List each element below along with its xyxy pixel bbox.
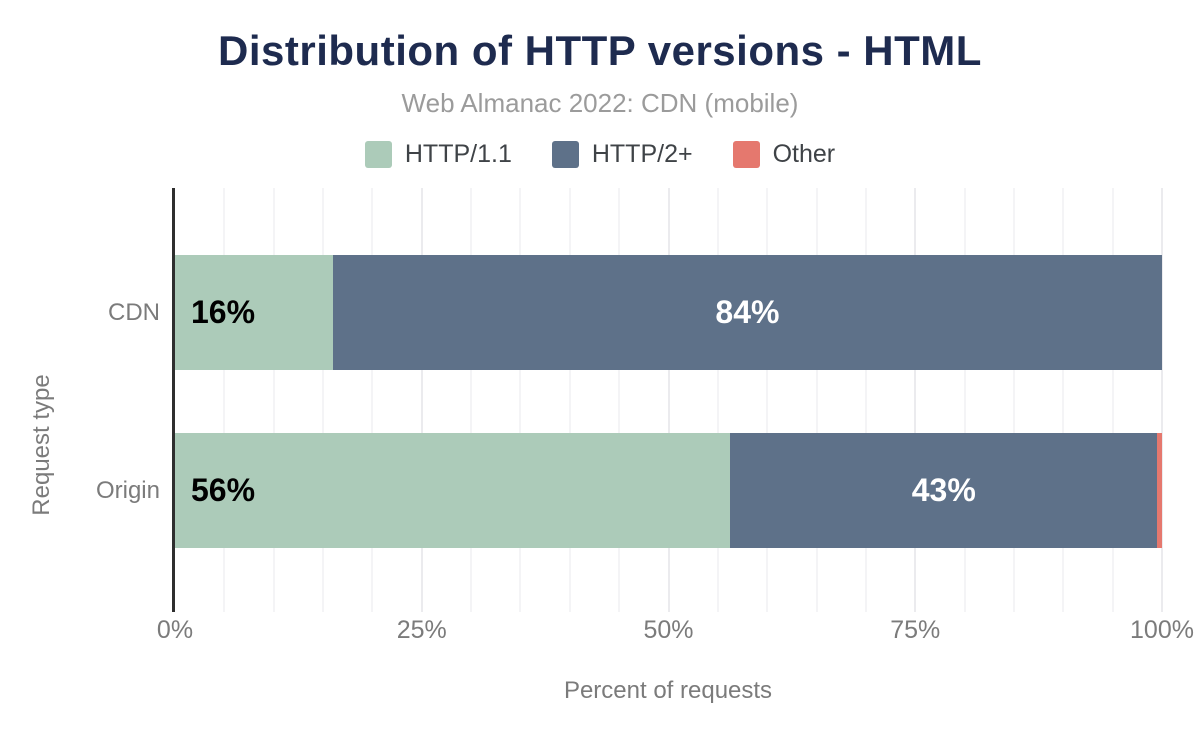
bar-row-origin: 56% 43% — [175, 433, 1162, 548]
gridline-5 — [223, 188, 226, 612]
gridline-90 — [1062, 188, 1065, 612]
legend-label: HTTP/1.1 — [404, 140, 512, 168]
legend: HTTP/1.1 HTTP/2+ Other — [0, 140, 1200, 169]
bar-segment-http-1-1-origin: 56% — [175, 433, 731, 548]
x-tick-label-75: 75% — [890, 616, 941, 644]
bar-segment-other-origin — [1157, 433, 1162, 548]
legend-swatch-other — [732, 141, 760, 168]
bar-segment-http-1-1-cdn: 16% — [175, 255, 333, 370]
legend-item-http-1-1: HTTP/1.1 — [364, 140, 512, 169]
bar-segment-http-2-cdn: 84% — [332, 255, 1162, 370]
category-label-origin: Origin — [95, 476, 160, 504]
gridline-80 — [963, 188, 966, 612]
bar-row-cdn: 16% 84% — [175, 255, 1162, 370]
y-axis-line — [172, 188, 175, 612]
gridline-45 — [618, 188, 621, 612]
gridline-100 — [1161, 188, 1163, 612]
chart-subtitle: Web Almanac 2022: CDN (mobile) — [401, 88, 799, 118]
gridline-75 — [914, 188, 917, 612]
gridline-60 — [766, 188, 769, 612]
gridline-95 — [1111, 188, 1114, 612]
legend-item-http-2: HTTP/2+ — [551, 140, 693, 169]
gridline-40 — [568, 188, 571, 612]
chart-title: Distribution of HTTP versions - HTML — [218, 27, 982, 74]
legend-item-other: Other — [732, 140, 836, 169]
bar-value-label: 16% — [191, 294, 256, 330]
x-tick-label-100: 100% — [1130, 616, 1194, 644]
plot-area: 16% 84% 56% 43% — [175, 185, 1163, 612]
bar-value-label: 43% — [911, 472, 976, 508]
gridline-85 — [1012, 188, 1015, 612]
gridline-10 — [272, 188, 275, 612]
category-axis: CDN Origin — [0, 185, 160, 600]
legend-swatch-http-1-1 — [364, 141, 392, 168]
x-axis-title: Percent of requests — [563, 677, 773, 704]
legend-label: Other — [772, 140, 836, 168]
x-tick-label-0: 0% — [156, 616, 194, 644]
category-label-cdn: CDN — [108, 298, 160, 326]
gridline-65 — [815, 188, 818, 612]
x-axis-ticks: 0% 25% 50% 75% 100% — [157, 616, 1194, 650]
gridline-30 — [470, 188, 473, 612]
x-tick-label-50: 50% — [643, 616, 694, 644]
bar-segment-http-2-origin: 43% — [730, 433, 1158, 548]
gridline-35 — [519, 188, 522, 612]
bar-value-label: 84% — [715, 294, 780, 330]
x-tick-label-25: 25% — [396, 616, 447, 644]
gridline-20 — [371, 188, 374, 612]
gridline-25 — [420, 188, 423, 612]
legend-label: HTTP/2+ — [591, 140, 693, 168]
gridline-15 — [322, 188, 325, 612]
bar-value-label: 56% — [191, 472, 256, 508]
gridline-50 — [667, 188, 670, 612]
legend-swatch-http-2 — [551, 141, 579, 168]
gridline-70 — [864, 188, 867, 612]
gridline-55 — [716, 188, 719, 612]
